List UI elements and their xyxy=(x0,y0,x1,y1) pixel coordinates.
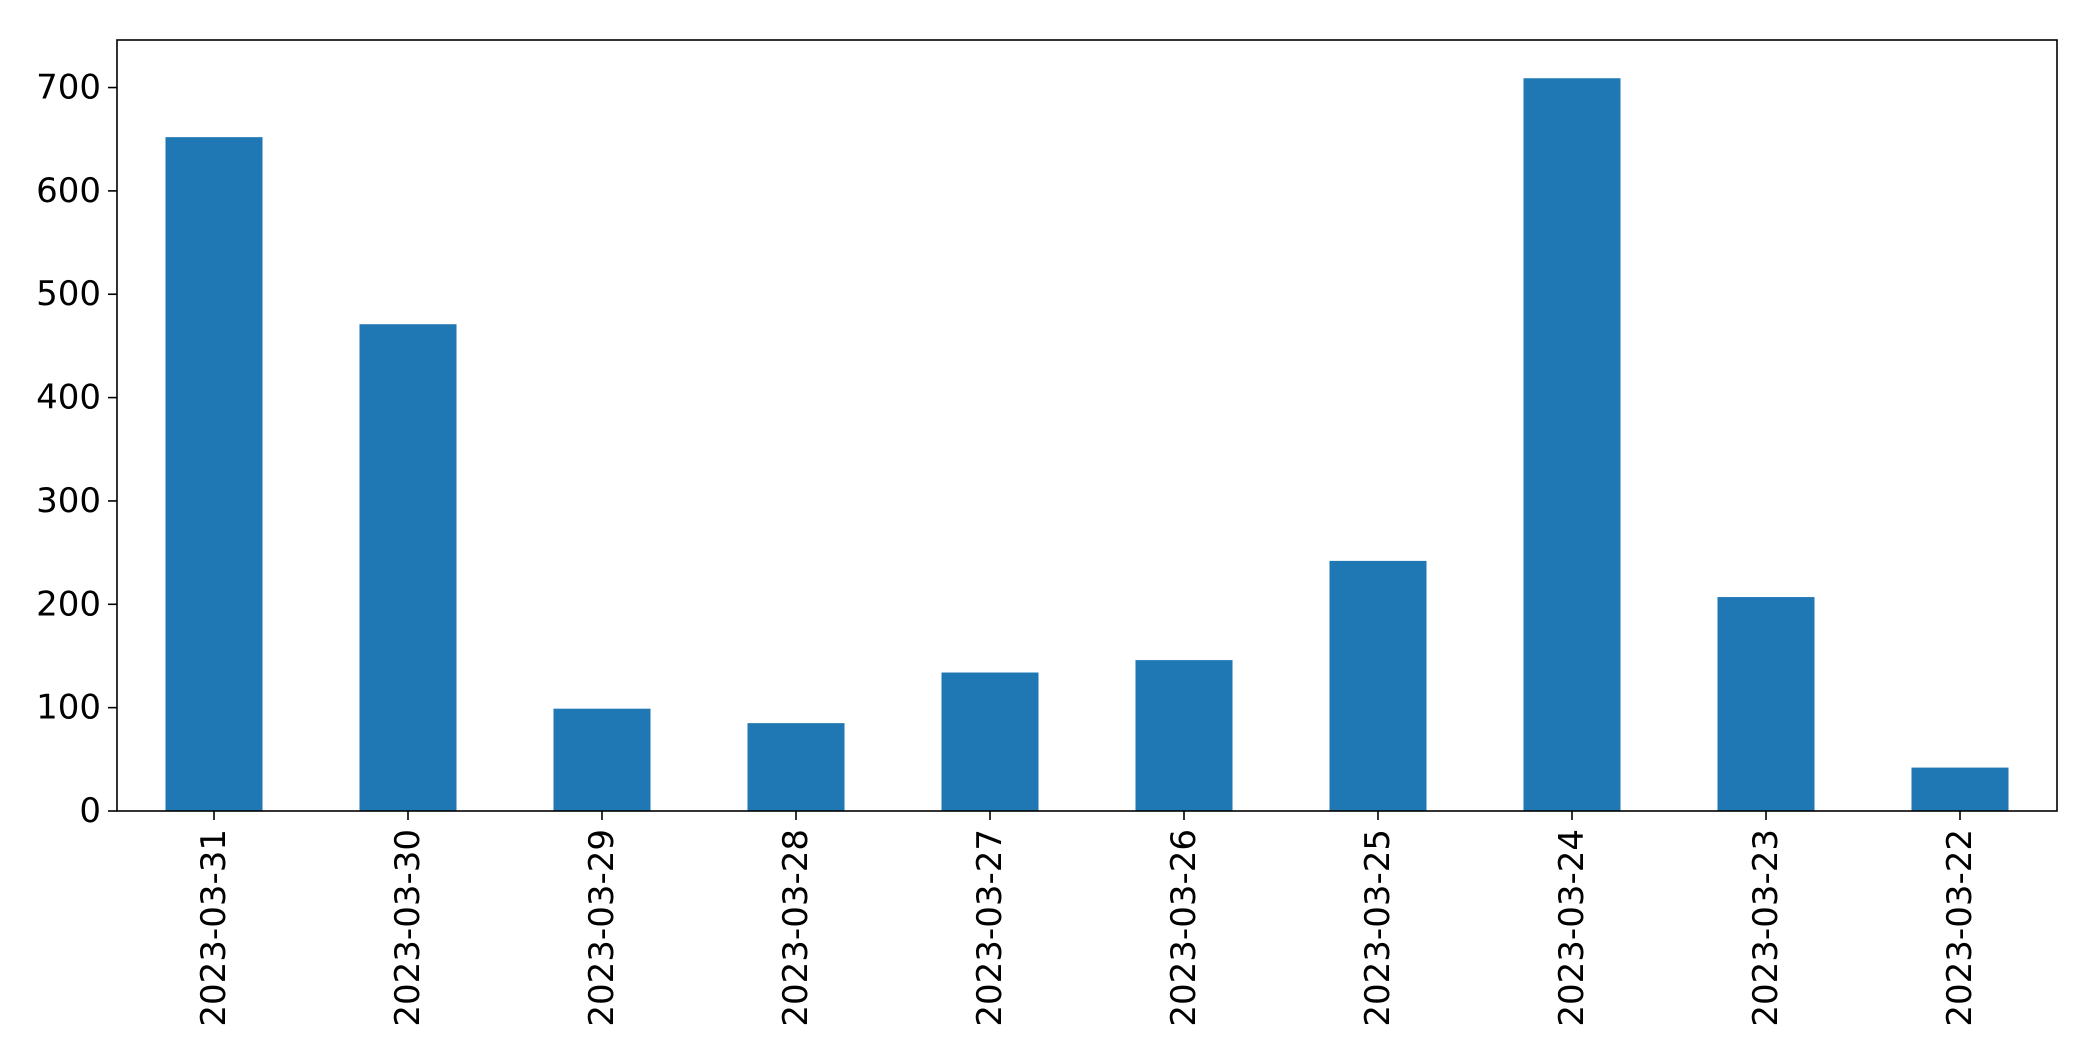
x-tick-label: 2023-03-30 xyxy=(388,829,428,1027)
bar xyxy=(553,708,651,811)
y-tick-label: 700 xyxy=(36,68,101,108)
plot-frame xyxy=(116,39,2058,812)
bar xyxy=(747,723,845,811)
bar xyxy=(1911,767,2009,811)
x-axis: 2023-03-31 2023-03-30 2023-03-29 2023-03-28… xyxy=(194,811,1980,1027)
x-tick-label: 2023-03-25 xyxy=(1358,829,1398,1027)
x-tick-label: 2023-03-24 xyxy=(1552,829,1592,1027)
x-tick-label: 2023-03-29 xyxy=(582,829,622,1027)
y-tick-label: 100 xyxy=(36,688,101,728)
bar xyxy=(1717,597,1815,811)
y-tick-label: 600 xyxy=(36,171,101,211)
x-tick-label: 2023-03-27 xyxy=(970,829,1010,1027)
x-tick-label: 2023-03-22 xyxy=(1940,829,1980,1027)
bar xyxy=(359,324,457,811)
x-tick-label: 2023-03-31 xyxy=(194,829,234,1027)
y-tick-label: 400 xyxy=(36,378,101,418)
y-tick-label: 300 xyxy=(36,481,101,521)
y-tick-label: 200 xyxy=(36,584,101,624)
bar xyxy=(1329,560,1427,811)
bar xyxy=(1135,660,1233,811)
y-axis: 0 100 200 300 400 500 600 700 xyxy=(36,68,117,831)
bar xyxy=(165,137,263,811)
x-tick-label: 2023-03-23 xyxy=(1746,829,1786,1027)
x-tick-label: 2023-03-26 xyxy=(1164,829,1204,1027)
bar xyxy=(1523,78,1621,812)
y-tick-label: 0 xyxy=(79,791,101,831)
bars-layer xyxy=(165,78,2009,812)
x-tick-label: 2023-03-28 xyxy=(776,829,816,1027)
bar xyxy=(941,672,1039,811)
y-tick-label: 500 xyxy=(36,274,101,314)
